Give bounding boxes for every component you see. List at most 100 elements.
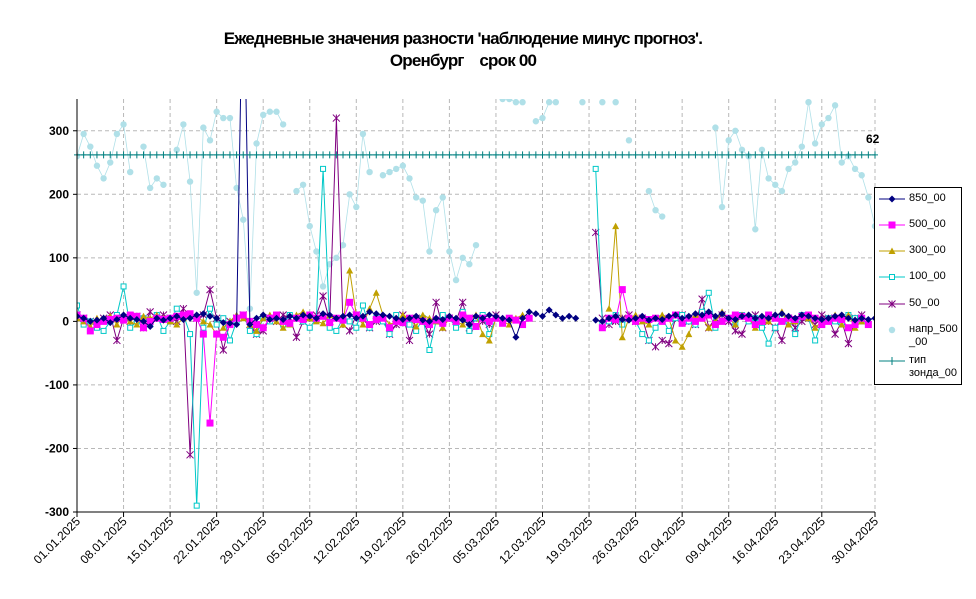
data-point [299, 181, 307, 188]
data-point [705, 308, 713, 316]
data-point [312, 314, 320, 322]
data-point [293, 187, 300, 195]
reference-marker [413, 151, 420, 159]
data-point [412, 312, 420, 320]
data-point [80, 314, 88, 322]
data-point [319, 283, 327, 290]
data-point [658, 311, 666, 319]
data-point [545, 306, 553, 314]
reference-marker [359, 151, 366, 159]
data-point [691, 310, 699, 318]
data-point [532, 310, 540, 318]
data-point [426, 248, 433, 255]
reference-marker [266, 151, 273, 159]
data-point [332, 114, 341, 122]
data-point [652, 314, 660, 322]
data-point [319, 310, 327, 318]
y-tick-label: 100 [49, 251, 69, 265]
data-point [213, 108, 220, 115]
data-point [379, 311, 387, 319]
reference-marker [167, 151, 174, 159]
reference-marker [745, 151, 752, 159]
x-tick-label: 26.02.2025 [403, 514, 456, 567]
data-point [346, 191, 353, 198]
reference-marker [379, 151, 386, 159]
reference-marker [273, 151, 280, 159]
reference-marker [113, 151, 120, 159]
data-point [858, 172, 865, 179]
x-tick-label: 02.04.2025 [636, 514, 689, 567]
reference-marker [692, 151, 699, 159]
data-point [678, 319, 686, 327]
reference-marker [712, 151, 719, 159]
data-point [691, 317, 699, 325]
data-point [107, 159, 114, 166]
reference-marker [679, 151, 686, 159]
data-point [120, 316, 128, 324]
data-point [432, 298, 440, 307]
data-point [253, 321, 261, 329]
data-point [732, 127, 739, 134]
reference-marker [286, 151, 293, 159]
data-point [598, 324, 606, 332]
data-point [805, 99, 812, 106]
data-point [452, 314, 460, 322]
data-point [260, 111, 267, 119]
data-point [572, 314, 580, 322]
data-point [140, 317, 147, 325]
data-point [905, 166, 911, 172]
reference-marker [486, 151, 493, 159]
data-point [240, 216, 247, 223]
y-tick-label: 200 [49, 187, 69, 201]
data-point [120, 283, 127, 290]
data-point [738, 312, 746, 320]
data-point [100, 327, 107, 334]
data-point [366, 168, 373, 176]
data-point [465, 321, 473, 329]
data-point [472, 322, 480, 330]
chart-title-block: Ежедневные значения разности 'наблюдение… [0, 28, 926, 72]
data-point [419, 316, 427, 324]
reference-marker [333, 151, 340, 159]
data-point [579, 99, 586, 106]
data-point [738, 330, 746, 338]
data-point [219, 324, 227, 331]
reference-marker [100, 151, 107, 159]
data-point [765, 175, 772, 182]
data-point [838, 321, 846, 328]
x-tick-label: 26.03.2025 [589, 514, 642, 567]
reference-marker [120, 151, 127, 159]
reference-marker [473, 151, 479, 159]
legend-marker [888, 300, 896, 308]
data-point [459, 316, 467, 324]
data-point [811, 324, 819, 331]
data-point [226, 319, 234, 327]
data-point [206, 419, 214, 427]
reference-marker [492, 151, 499, 159]
data-point [253, 314, 261, 322]
data-point [825, 114, 832, 122]
data-point [346, 267, 354, 274]
reference-marker [260, 151, 267, 159]
reference-marker [366, 151, 373, 159]
reference-marker [652, 151, 659, 159]
data-point [785, 312, 793, 320]
data-point [838, 311, 846, 319]
data-point [279, 121, 287, 128]
data-point [499, 314, 507, 322]
data-point [179, 304, 188, 313]
data-point [725, 137, 732, 144]
data-point [113, 315, 121, 323]
data-point [386, 312, 394, 320]
data-point [406, 321, 413, 328]
data-point [372, 315, 380, 323]
reference-marker [685, 151, 692, 159]
data-point [672, 336, 679, 344]
data-point [506, 99, 513, 103]
data-point [180, 121, 187, 128]
data-point [665, 327, 672, 334]
reference-marker [466, 151, 473, 159]
data-point [499, 319, 507, 327]
reference-marker [220, 151, 227, 159]
